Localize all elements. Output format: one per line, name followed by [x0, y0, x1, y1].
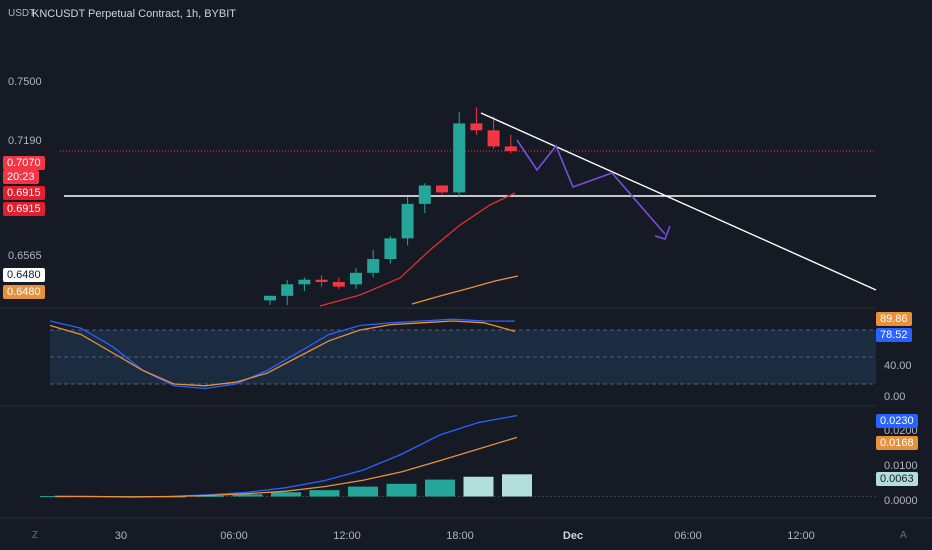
time-label-3: 18:00	[446, 530, 474, 542]
macd-histogram-bar	[194, 495, 224, 497]
macd-histogram-bar	[463, 476, 494, 497]
candle-body	[350, 272, 362, 285]
candle-body	[418, 185, 431, 204]
stoch-k-line	[49, 318, 516, 390]
stoch-tick-40: 40.00	[884, 360, 912, 372]
projection-arrowhead	[654, 225, 671, 240]
macd-tick-1: 0.0100	[884, 460, 918, 472]
stoch-k-tag: 89.86	[876, 312, 912, 326]
auto-scale-corner[interactable]: A	[900, 530, 907, 541]
macd-histogram-bar	[348, 486, 378, 497]
macd-histogram-bar	[232, 494, 263, 497]
price-tick-2: 0.6565	[8, 250, 42, 262]
stoch-tick-0: 0.00	[884, 391, 906, 403]
candle-body	[401, 203, 414, 239]
macd-histogram-bar	[309, 490, 340, 497]
level-tag-a: 0.6915	[3, 186, 45, 200]
candle-body	[504, 146, 517, 152]
time-label-6: 12:00	[787, 530, 815, 542]
level-tag-b: 0.6915	[3, 202, 45, 216]
stoch-d-tag: 78.52	[876, 328, 912, 342]
time-label-0: 30	[114, 530, 128, 542]
price-tick-1: 0.7190	[8, 135, 42, 147]
candle-body	[315, 279, 328, 283]
ma-orange-tag: 0.6480	[3, 285, 45, 299]
macd-hist-tag: 0.0063	[876, 472, 918, 486]
candle-body	[436, 185, 448, 193]
ma-red-line	[319, 192, 516, 307]
macd-tick-2: 0.0000	[884, 495, 918, 507]
ma-white-tag: 0.6480	[3, 268, 45, 282]
time-label-1: 06:00	[220, 530, 248, 542]
stoch-d-line	[49, 320, 516, 387]
candle-body	[298, 279, 311, 285]
macd-blue-tag: 0.0230	[876, 414, 918, 428]
candle-body	[453, 123, 466, 193]
candle-body	[332, 282, 345, 287]
candle-body	[367, 259, 380, 273]
time-label-5: 06:00	[674, 530, 702, 542]
symbol-title[interactable]: KNCUSDT Perpetual Contract, 1h, BYBIT	[32, 8, 236, 20]
candle-body	[384, 238, 397, 260]
countdown-tag: 20:23	[3, 170, 39, 184]
projection-path	[516, 139, 666, 235]
candle-body	[281, 284, 294, 296]
macd-signal-line	[55, 436, 518, 498]
time-label-2: 12:00	[333, 530, 361, 542]
candle-body	[264, 295, 276, 301]
macd-tick-0: 0.0200	[884, 425, 918, 437]
zoom-reset-corner[interactable]: Z	[32, 530, 39, 541]
price-unit: USDT	[8, 8, 36, 19]
trend-line	[480, 112, 877, 291]
macd-histogram-bar	[425, 479, 455, 497]
price-tick-0: 0.7500	[8, 76, 42, 88]
macd-histogram-bar	[271, 492, 301, 497]
macd-orange-tag: 0.0168	[876, 436, 918, 450]
ma-orange-line	[411, 275, 519, 305]
last-price-tag: 0.7070	[3, 156, 45, 170]
macd-histogram-bar	[502, 474, 532, 497]
time-label-4: Dec	[562, 530, 584, 542]
candle-body	[487, 130, 500, 147]
macd-histogram-bar	[386, 483, 417, 497]
candle-body	[470, 123, 483, 131]
